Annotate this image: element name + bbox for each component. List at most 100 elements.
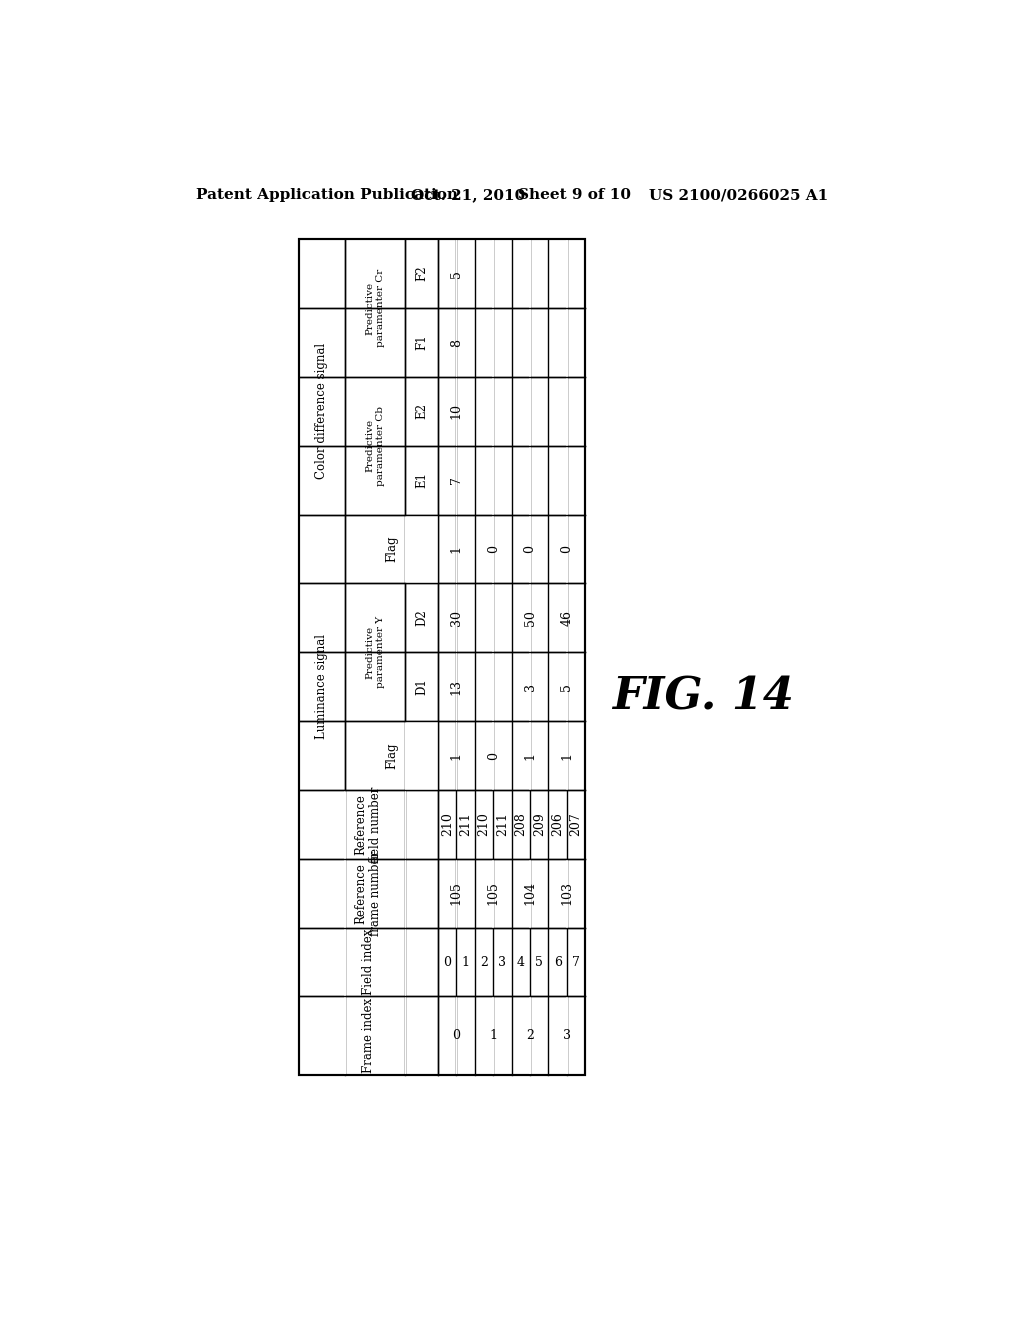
Text: Field index: Field index [361, 929, 375, 995]
Bar [566, 378, 567, 446]
Text: E1: E1 [415, 473, 428, 488]
Bar [566, 721, 567, 789]
Text: 3: 3 [499, 956, 507, 969]
Bar [456, 446, 457, 515]
Bar [566, 652, 567, 721]
Bar [493, 446, 494, 515]
Text: 206: 206 [551, 812, 564, 837]
Text: Color difference signal: Color difference signal [315, 343, 329, 479]
Text: D2: D2 [415, 610, 428, 626]
Text: Sheet 9 of 10: Sheet 9 of 10 [518, 189, 631, 202]
Bar [529, 997, 530, 1074]
Text: 4: 4 [517, 956, 525, 969]
Text: 7: 7 [572, 956, 580, 969]
Text: 2: 2 [480, 956, 488, 969]
Text: FIG. 14: FIG. 14 [612, 676, 795, 719]
Bar [404, 789, 407, 1074]
Text: Reference
field number: Reference field number [354, 787, 382, 862]
Bar [493, 239, 494, 308]
Text: Predictive
paramenter Cb: Predictive paramenter Cb [366, 405, 385, 486]
Text: 0: 0 [443, 956, 452, 969]
Bar [404, 721, 438, 789]
Text: 211: 211 [496, 812, 509, 837]
Text: E2: E2 [415, 404, 428, 420]
Bar [566, 239, 567, 308]
Text: Oct. 21, 2010: Oct. 21, 2010 [411, 189, 525, 202]
Bar [456, 721, 457, 789]
Text: 5: 5 [560, 682, 573, 690]
Text: 30: 30 [450, 610, 463, 626]
Bar [493, 515, 494, 583]
Bar [493, 652, 494, 721]
Text: Predictive
paramenter Cr: Predictive paramenter Cr [366, 269, 385, 347]
Bar [456, 997, 457, 1074]
Bar [493, 583, 494, 652]
Text: F2: F2 [415, 265, 428, 281]
Text: D1: D1 [415, 678, 428, 696]
Bar [566, 583, 567, 652]
Text: Frame index: Frame index [361, 998, 375, 1073]
Text: 46: 46 [560, 610, 573, 626]
Text: 13: 13 [450, 678, 463, 694]
Text: 208: 208 [514, 812, 527, 837]
Text: 3: 3 [563, 1030, 570, 1041]
Bar [529, 378, 530, 446]
Bar [566, 308, 567, 378]
Bar [529, 652, 530, 721]
Bar [529, 721, 530, 789]
Bar [456, 378, 457, 446]
Bar [456, 583, 457, 652]
Bar [529, 308, 530, 378]
Text: 1: 1 [523, 751, 537, 759]
Text: F1: F1 [415, 335, 428, 350]
Bar [493, 721, 494, 789]
Text: Patent Application Publication: Patent Application Publication [197, 189, 458, 202]
Bar [529, 446, 530, 515]
Text: 209: 209 [532, 813, 546, 837]
Text: 5: 5 [450, 269, 463, 277]
Bar [566, 997, 567, 1074]
Bar [529, 859, 530, 928]
Bar [456, 308, 457, 378]
Text: 1: 1 [450, 545, 463, 553]
Text: 0: 0 [523, 545, 537, 553]
Text: 7: 7 [450, 477, 463, 484]
Text: 103: 103 [560, 882, 573, 906]
Bar [566, 515, 567, 583]
Bar [566, 859, 567, 928]
Bar [344, 789, 346, 1074]
Text: 2: 2 [526, 1030, 534, 1041]
Text: 1: 1 [560, 751, 573, 759]
Bar [566, 446, 567, 515]
Text: 50: 50 [523, 610, 537, 626]
Text: 10: 10 [450, 404, 463, 420]
Text: 105: 105 [450, 882, 463, 906]
Bar [299, 239, 586, 1074]
Bar [493, 859, 494, 928]
Text: 207: 207 [569, 813, 583, 837]
Bar [299, 239, 586, 1074]
Text: 210: 210 [477, 812, 490, 837]
Text: 211: 211 [459, 812, 472, 837]
Text: Predictive
paramenter Y: Predictive paramenter Y [366, 616, 385, 688]
Bar [529, 239, 530, 308]
Text: Reference
frame number: Reference frame number [354, 850, 382, 936]
Bar [493, 308, 494, 378]
Text: 104: 104 [523, 882, 537, 906]
Text: 0: 0 [486, 751, 500, 759]
Bar [456, 652, 457, 721]
Text: 0: 0 [560, 545, 573, 553]
Bar [493, 997, 494, 1074]
Text: 210: 210 [440, 812, 454, 837]
Text: Flag: Flag [385, 742, 398, 768]
Text: 0: 0 [486, 545, 500, 553]
Text: 0: 0 [453, 1030, 461, 1041]
Text: 1: 1 [462, 956, 470, 969]
Text: Luminance signal: Luminance signal [315, 634, 329, 739]
Bar [456, 515, 457, 583]
Bar [456, 239, 457, 308]
Text: 105: 105 [486, 882, 500, 906]
Text: 3: 3 [523, 682, 537, 690]
Bar [493, 378, 494, 446]
Bar [529, 515, 530, 583]
